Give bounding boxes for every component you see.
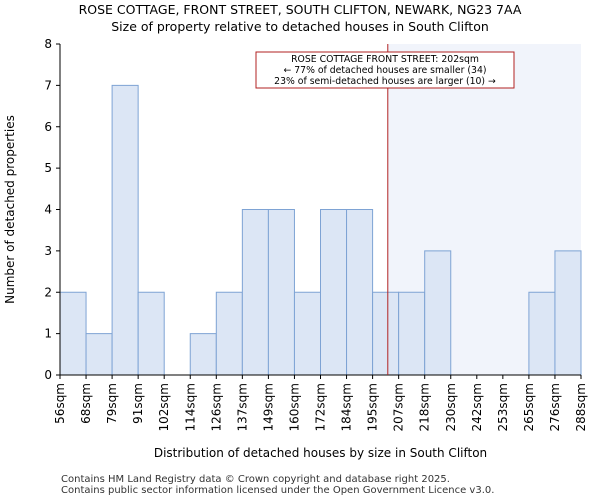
bar-79sqm [111,84,139,376]
chart-subtitle: Size of property relative to detached ho… [111,19,489,34]
annotation-line-3: 23% of semi-detached houses are larger (… [274,76,496,87]
x-tick-label-242sqm: 242sqm [470,383,484,431]
y-tick-label-6: 6 [44,120,52,134]
y-tick-label-4: 4 [44,203,52,217]
x-tick-label-102sqm: 102sqm [157,383,171,431]
y-tick-label-5: 5 [44,161,52,175]
annotation-box [255,51,515,89]
x-tick-label-56sqm: 56sqm [53,383,67,424]
x-tick-label-91sqm: 91sqm [131,383,145,424]
bar-218sqm [424,250,452,376]
x-tick-label-207sqm: 207sqm [392,383,406,431]
x-tick-label-253sqm: 253sqm [496,383,510,431]
bar-114sqm [189,333,217,376]
x-tick-label-288sqm: 288sqm [574,383,588,431]
y-tick-label-8: 8 [44,37,52,51]
y-tick-label-3: 3 [44,244,52,258]
bar-184sqm [346,209,374,376]
bar-91sqm [137,291,165,376]
bar-137sqm [241,209,269,376]
bar-276sqm [554,250,582,376]
bar-207sqm [398,291,426,376]
x-tick-label-195sqm: 195sqm [366,383,380,431]
x-tick-label-126sqm: 126sqm [209,383,223,431]
x-tick-label-276sqm: 276sqm [548,383,562,431]
y-tick-label-2: 2 [44,285,52,299]
annotation-line-1: ROSE COTTAGE FRONT STREET: 202sqm [291,54,479,65]
bar-195sqm [372,291,400,376]
bar-172sqm [320,209,348,376]
bar-68sqm [85,333,113,376]
bar-126sqm [215,291,243,376]
y-axis-title: Number of detached properties [3,115,17,304]
x-tick-label-265sqm: 265sqm [522,383,536,431]
chart-title: ROSE COTTAGE, FRONT STREET, SOUTH CLIFTO… [78,2,522,17]
footer-line-1: Contains HM Land Registry data © Crown c… [61,474,450,485]
x-tick-label-218sqm: 218sqm [418,383,432,431]
y-tick-label-7: 7 [44,78,52,92]
x-tick-label-137sqm: 137sqm [235,383,249,431]
bar-149sqm [267,209,295,376]
bar-160sqm [293,291,322,376]
x-tick-label-68sqm: 68sqm [79,383,93,424]
x-tick-label-230sqm: 230sqm [444,383,458,431]
footer-line-2: Contains public sector information licen… [61,485,495,496]
y-tick-label-0: 0 [44,368,52,382]
y-tick-label-1: 1 [44,327,52,341]
x-tick-label-114sqm: 114sqm [183,383,197,431]
x-tick-label-79sqm: 79sqm [105,383,119,424]
x-axis-title: Distribution of detached houses by size … [154,446,487,460]
x-tick-label-172sqm: 172sqm [314,383,328,431]
x-tick-label-184sqm: 184sqm [340,383,354,431]
bar-56sqm [59,291,87,376]
bar-265sqm [528,291,556,376]
x-tick-label-149sqm: 149sqm [261,383,275,431]
annotation-line-2: ← 77% of detached houses are smaller (34… [284,65,487,76]
x-tick-label-160sqm: 160sqm [287,383,301,431]
